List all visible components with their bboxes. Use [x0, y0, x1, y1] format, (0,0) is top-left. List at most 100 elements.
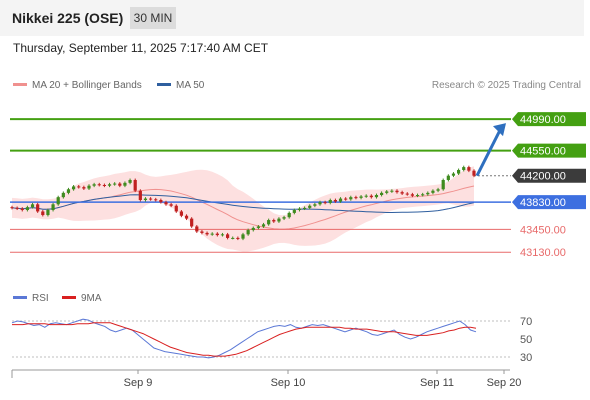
candle-body: [66, 189, 71, 193]
candle-body: [169, 204, 173, 206]
candle-body: [226, 234, 230, 238]
candle-body: [277, 218, 281, 222]
candle-body: [190, 218, 194, 227]
candle-body: [138, 190, 142, 201]
candle-body: [297, 208, 302, 211]
time-label: Sep 10: [271, 377, 306, 389]
pivot-value: 43830.00: [520, 197, 566, 209]
candle-body: [462, 167, 466, 170]
rsi-line: [11, 318, 477, 359]
timeframe-button[interactable]: 30 MIN: [130, 7, 176, 29]
candle-body: [287, 212, 291, 218]
resistance-1-value: 44990.00: [520, 114, 566, 126]
candle-body: [385, 191, 389, 193]
candle-body: [15, 207, 19, 209]
candle-body: [46, 210, 50, 216]
candle-body: [210, 233, 214, 235]
rsi-legend: RSI: [13, 293, 49, 304]
candle-body: [451, 173, 456, 176]
candle-body: [251, 227, 255, 231]
candle-body: [410, 194, 414, 196]
candle-body: [374, 195, 379, 198]
candle-body: [72, 186, 76, 190]
rsi-tick-30: 30: [520, 352, 532, 364]
support-1-value: 43450.00: [520, 224, 566, 236]
candle-body: [349, 197, 353, 200]
candle-body: [149, 198, 153, 200]
candle-body: [303, 207, 307, 209]
chart-timestamp: Thursday, September 11, 2025 7:17:40 AM …: [13, 41, 269, 55]
candle-body: [292, 210, 296, 213]
instrument-title: Nikkei 225 (OSE): [12, 10, 124, 26]
candle-body: [267, 220, 271, 225]
candle-body: [174, 205, 178, 212]
candle-body: [380, 192, 384, 196]
candle-body: [56, 197, 60, 205]
forecast-arrow-head: [493, 123, 506, 137]
candle-body: [30, 204, 35, 208]
candle-body: [359, 196, 363, 198]
rsi-swatch: [13, 295, 27, 299]
current-price-tag: [512, 168, 586, 183]
candle-body: [205, 232, 209, 235]
resistance-1-tag: [512, 112, 586, 127]
candle-body: [272, 220, 276, 222]
candle-body: [10, 207, 14, 209]
candle-body: [87, 185, 91, 189]
rsi-ma-line: [12, 322, 477, 357]
ma50-swatch: [157, 82, 171, 86]
candle-body: [241, 234, 245, 239]
candle-body: [472, 170, 476, 176]
candle-body: [395, 190, 399, 193]
candle-body: [405, 193, 409, 195]
pivot-tag: [512, 195, 586, 210]
candle-body: [164, 202, 168, 205]
candle-body: [436, 189, 440, 191]
candle-body: [457, 169, 461, 174]
candle-body: [102, 184, 106, 186]
candle-body: [133, 179, 137, 191]
candle-body: [123, 182, 127, 186]
candle-body: [82, 187, 86, 189]
candle-body: [51, 204, 55, 211]
candle-body: [344, 198, 348, 200]
bollinger-band-fill: [12, 166, 474, 252]
bollinger-swatch: [13, 82, 27, 86]
candle-body: [184, 215, 189, 219]
candle-body: [36, 204, 40, 212]
current-price-value: 44200.00: [520, 171, 566, 183]
candle-body: [467, 167, 471, 171]
candle-body: [118, 183, 122, 186]
candle-body: [308, 205, 312, 208]
candle-body: [220, 234, 225, 236]
candle-body: [313, 204, 317, 206]
bollinger-legend-label: MA 20 + Bollinger Bands: [32, 80, 142, 91]
time-label: Sep 11: [420, 377, 454, 389]
resistance-2-value: 44550.00: [520, 146, 566, 158]
candle-body: [431, 190, 435, 193]
ma50-legend: MA 50: [157, 80, 204, 91]
forecast-arrow-shaft: [475, 129, 502, 177]
candle-body: [61, 192, 65, 198]
candle-body: [338, 198, 343, 202]
candle-body: [390, 190, 394, 192]
candle-body: [77, 186, 81, 188]
rsi-tick-50: 50: [520, 334, 532, 346]
candle-body: [159, 200, 163, 203]
candle-body: [25, 207, 29, 211]
candle-body: [41, 211, 45, 216]
bollinger-legend: MA 20 + Bollinger Bands: [13, 80, 142, 91]
candle-body: [400, 192, 404, 194]
ma50-line: [11, 194, 475, 213]
candle-body: [415, 195, 420, 197]
candle-body: [323, 202, 327, 204]
candle-body: [421, 194, 425, 196]
time-label: Sep 9: [124, 377, 153, 389]
candle-body: [92, 184, 96, 186]
candle-body: [354, 197, 358, 199]
candle-body: [179, 211, 183, 216]
candle-body: [446, 175, 450, 180]
candle-body: [369, 195, 373, 198]
candle-body: [231, 237, 235, 239]
